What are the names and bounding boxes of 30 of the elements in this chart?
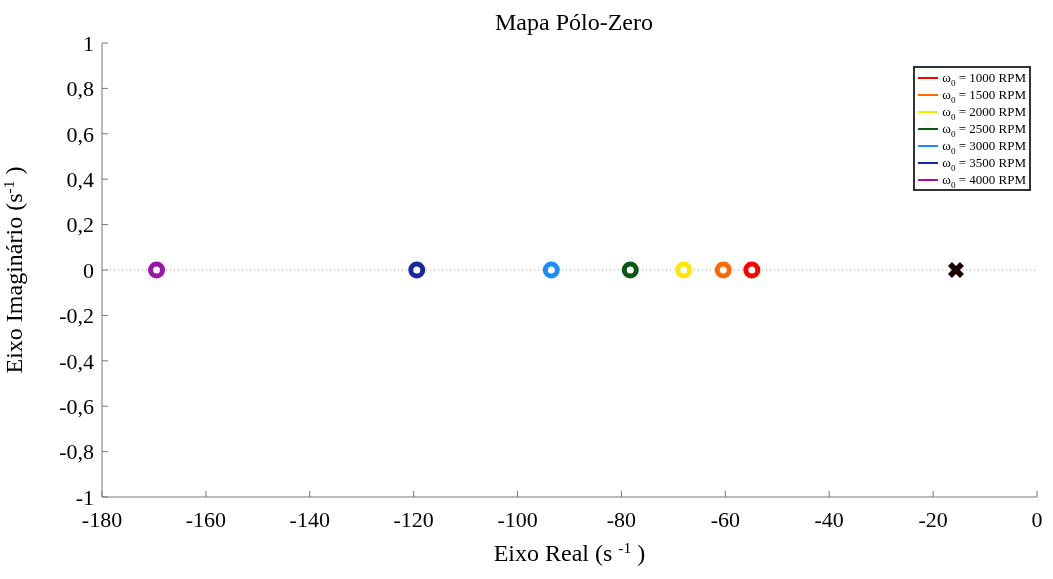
x-tick-label: -140 — [289, 507, 330, 532]
chart-title: Mapa Pólo-Zero — [495, 9, 653, 35]
y-tick-label: 0,4 — [66, 167, 94, 193]
legend-label: ω$_{0}$ = 1500 RPM — [942, 86, 1026, 105]
legend-label: ω$_{0}$ = 4000 RPM — [942, 171, 1026, 190]
x-axis-title: Eixo Real (s $^{-1}$) — [493, 538, 646, 566]
x-tick-label: 0 — [1031, 507, 1043, 532]
x-tick-label: -60 — [710, 507, 740, 532]
legend-label: ω$_{0}$ = 3000 RPM — [942, 137, 1026, 156]
y-tick-label: -0,6 — [59, 394, 94, 420]
y-tick-label: 1 — [83, 30, 94, 56]
y-tick-label: 0 — [83, 257, 94, 283]
y-tick-label: -0,8 — [59, 439, 94, 465]
y-tick-label: 0,2 — [66, 212, 94, 238]
y-tick-label: -0,2 — [59, 303, 94, 329]
x-tick-label: -80 — [606, 507, 637, 532]
x-tick-label: -160 — [185, 507, 227, 532]
y-tick-label: -1 — [75, 484, 94, 510]
y-tick-label: 0,8 — [66, 76, 94, 102]
legend-label: ω$_{0}$ = 1000 RPM — [942, 69, 1026, 88]
x-tick-label: -120 — [393, 507, 434, 532]
x-tick-label: -100 — [497, 507, 538, 532]
x-tick-label: -180 — [81, 507, 123, 532]
x-tick-label: -20 — [918, 507, 948, 532]
legend-label: ω$_{0}$ = 2500 RPM — [942, 120, 1026, 139]
legend-label: ω$_{0}$ = 2000 RPM — [942, 103, 1026, 122]
x-tick-label: -40 — [814, 507, 844, 532]
y-tick-label: -0,4 — [59, 348, 94, 374]
y-tick-label: 0,6 — [66, 121, 94, 147]
legend-label: ω$_{0}$ = 3500 RPM — [942, 154, 1026, 173]
